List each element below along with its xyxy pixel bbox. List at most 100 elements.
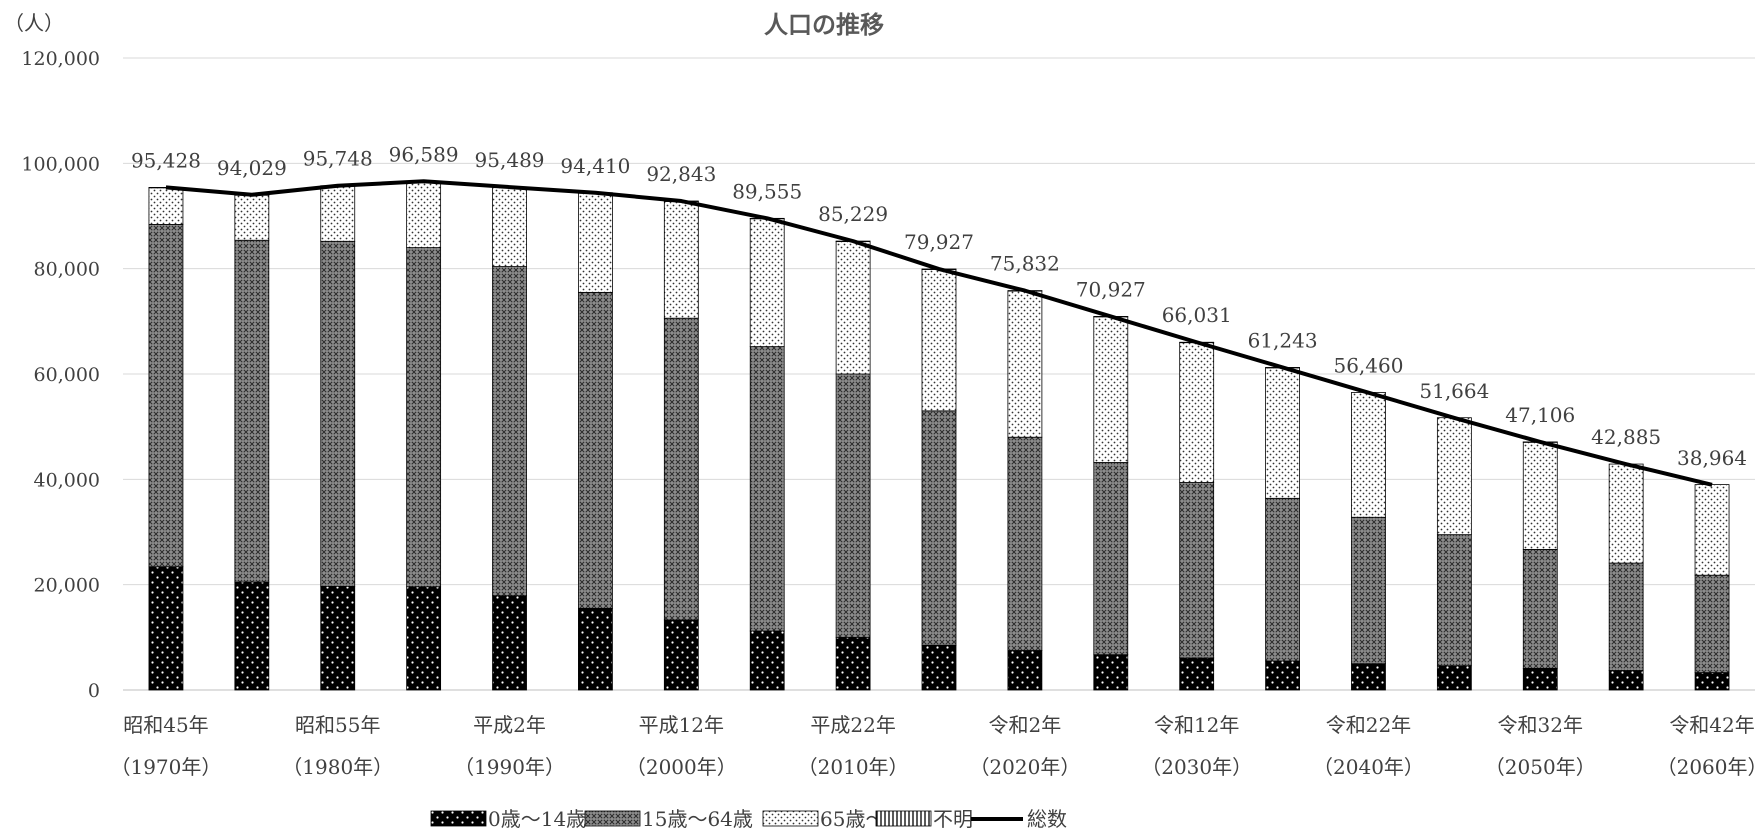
bar-segment: [406, 247, 442, 588]
y-axis-ticks: 0 20,000 40,000 60,000 80,000 100,000 120,000: [21, 48, 100, 702]
x-tick-label: 令和2年 （2020年）: [969, 713, 1080, 779]
bar-segment: [835, 240, 871, 375]
bar-segment: [1522, 668, 1558, 691]
x-tick-line2: （2000年）: [626, 755, 737, 779]
total-data-label: 42,885: [1591, 425, 1661, 449]
total-data-label: 56,460: [1333, 354, 1403, 378]
legend-item: 総数: [971, 807, 1067, 831]
bar-segment: [148, 224, 184, 568]
bar-segment: [921, 268, 957, 412]
x-tick-line2: （1970年）: [110, 755, 221, 779]
legend-label: 15歳～64歳: [642, 807, 753, 831]
bar-segment: [492, 186, 527, 267]
bar-segment: [1608, 670, 1644, 691]
bar-segment: [578, 607, 613, 691]
legend-swatch: [875, 810, 932, 827]
x-tick-label: 昭和55年 （1980年）: [282, 713, 393, 779]
total-data-label: 70,927: [1076, 277, 1146, 301]
stacked-bars: [148, 180, 1730, 691]
bar-segment: [1351, 516, 1386, 665]
bar-segment: [234, 581, 270, 691]
x-tick-label: 平成12年 （2000年）: [626, 713, 737, 779]
bar-segment: [1007, 290, 1043, 438]
x-tick-line1: 平成12年: [639, 713, 724, 737]
bar-segment: [234, 194, 270, 241]
x-tick-label: 平成2年 （1990年）: [454, 713, 565, 779]
x-tick-line1: 平成2年: [473, 713, 546, 737]
y-unit-label: （人）: [4, 11, 64, 35]
total-data-label: 38,964: [1677, 446, 1747, 470]
x-tick-label: 令和42年 （2060年）: [1657, 713, 1760, 779]
bar-segment: [921, 410, 957, 646]
total-data-label: 66,031: [1162, 303, 1232, 327]
bar-segment: [1179, 657, 1215, 691]
bar-segment: [1436, 665, 1472, 691]
bar-segment: [1608, 562, 1644, 671]
x-tick-line1: 令和12年: [1154, 713, 1239, 737]
total-data-label: 85,229: [818, 202, 888, 226]
total-data-label: 94,410: [560, 154, 630, 178]
legend-item: 不明: [875, 807, 973, 831]
bar-segment: [1436, 417, 1472, 536]
bar-segment: [1351, 663, 1386, 691]
legend-item: 0歳～14歳: [430, 807, 586, 831]
bar-segment: [1694, 574, 1730, 674]
x-tick-line2: （2050年）: [1485, 755, 1596, 779]
legend: 0歳～14歳 15歳～64歳 65歳～ 不明 総数: [430, 807, 1067, 831]
bar-segment: [1694, 484, 1730, 576]
legend-label: 不明: [933, 807, 973, 831]
bar-segment: [749, 630, 785, 691]
x-tick-line1: 平成22年: [810, 713, 895, 737]
total-data-label: 47,106: [1505, 403, 1575, 427]
total-data-label: 79,927: [904, 230, 974, 254]
legend-swatch: [762, 810, 819, 827]
bar-segment: [234, 239, 270, 583]
legend-swatch: [584, 810, 641, 827]
total-data-label: 89,555: [732, 179, 802, 203]
x-axis-ticks: 昭和45年 （1970年） 昭和55年 （1980年） 平成2年 （1990年） 平成12年…: [110, 713, 1760, 779]
bar-segment: [1179, 341, 1215, 483]
bar-segment: [148, 566, 184, 691]
total-line-layer: [165, 179, 1713, 487]
bar-segment: [663, 619, 699, 691]
legend-item: 65歳～: [762, 807, 885, 831]
bar-segment: [492, 266, 527, 597]
bar-segment: [148, 187, 184, 225]
bar-segment: [406, 586, 442, 691]
x-tick-label: 平成22年 （2010年）: [798, 713, 909, 779]
x-tick-line1: 令和2年: [989, 713, 1062, 737]
bar-segment: [1093, 316, 1129, 463]
bar-segment: [1007, 650, 1043, 691]
bar-segment: [1265, 497, 1300, 662]
total-line: [165, 179, 1713, 487]
legend-label: 65歳～: [820, 807, 885, 831]
total-data-label: 95,489: [475, 148, 545, 172]
x-tick-line2: （2010年）: [798, 755, 909, 779]
bar-segment: [1436, 534, 1472, 667]
y-tick-label: 80,000: [34, 259, 100, 281]
legend-swatch: [430, 810, 487, 827]
bar-segment: [1522, 441, 1558, 550]
x-tick-line1: 昭和45年: [123, 713, 208, 737]
legend-label: 総数: [1027, 807, 1067, 831]
bar-segment: [1522, 548, 1558, 669]
bar-segment: [1007, 436, 1043, 651]
bar-segment: [406, 180, 442, 249]
y-tick-label: 40,000: [34, 469, 100, 491]
x-tick-label: 令和22年 （2040年）: [1313, 713, 1424, 779]
bar-segment: [492, 595, 527, 691]
bar-segment: [1093, 462, 1129, 656]
bar-segment: [835, 636, 871, 691]
total-data-label: 94,029: [217, 156, 287, 180]
x-tick-line2: （1990年）: [454, 755, 565, 779]
legend-item: 15歳～64歳: [584, 807, 753, 831]
bar-segment: [320, 240, 356, 587]
bar-segment: [663, 317, 699, 621]
total-data-label: 92,843: [646, 162, 716, 186]
bar-segment: [1608, 463, 1644, 564]
x-tick-line2: （2030年）: [1141, 755, 1252, 779]
x-tick-line2: （2020年）: [969, 755, 1080, 779]
y-tick-label: 20,000: [34, 575, 100, 597]
